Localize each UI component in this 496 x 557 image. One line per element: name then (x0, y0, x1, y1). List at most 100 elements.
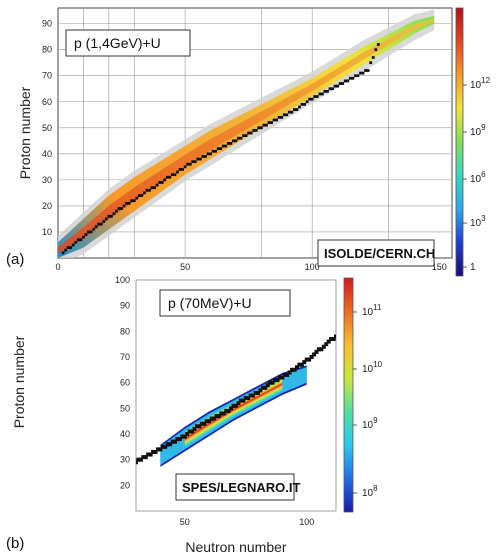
panel-b-stable-point (251, 393, 256, 398)
panel-a-stable-point (153, 186, 156, 190)
panel-a-stable-point (249, 131, 253, 135)
panel-a-stable-point (359, 71, 362, 75)
panel-a-stable-point (254, 128, 258, 132)
panel-a-stable-point (155, 183, 159, 187)
panel-a-stable-point (308, 97, 312, 101)
panel-b-colorbar-tick-label: 1011 (362, 303, 382, 318)
panel-a-stable-point (229, 142, 233, 145)
panel-b-stable-point (143, 455, 148, 460)
panel-a-stable-point (87, 230, 90, 234)
panel-b-stable-point (185, 432, 190, 436)
panel-b-stable-point (136, 460, 138, 465)
panel-a-stable-point (277, 115, 281, 119)
panel-a-y-tick-label: 60 (42, 97, 52, 107)
panel-b-stable-point (285, 372, 290, 377)
panel-a-stable-point (298, 105, 301, 109)
panel-a-stable-point (193, 160, 197, 164)
panel-a-stable-point (89, 230, 93, 234)
panel-a-y-ticks: 10 20 30 40 50 60 70 80 90 (42, 19, 52, 237)
panel-a-stable-point (135, 196, 139, 200)
panel-a-stable-point (331, 87, 334, 91)
panel-a-colorbar-tick-label: 1012 (470, 76, 491, 91)
panel-b-credit: SPES/LEGNARO.IT (182, 480, 301, 495)
panel-a-stable-point (290, 110, 294, 114)
panel-b-label: (b) (6, 535, 24, 552)
panel-b-y-tick-label: 60 (120, 378, 130, 388)
panel-a-stable-point (374, 48, 378, 52)
panel-a-stable-point (191, 160, 195, 164)
panel-b-y-tick-label: 80 (120, 326, 130, 336)
panel-a-stable-point (333, 84, 337, 88)
panel-a-stable-point (181, 168, 184, 171)
panel-a-stable-point (165, 175, 169, 179)
panel-b-stable-point (297, 362, 302, 367)
panel-a-stable-point (280, 115, 284, 119)
panel-a-colorbar-ticks: 1 103 106 109 1012 (463, 76, 491, 273)
panel-b-stable-point (187, 429, 192, 434)
panel-a-stable-point (97, 222, 101, 226)
panel-b-stable-point (316, 347, 321, 352)
panel-a-stable-point (257, 126, 261, 130)
panel-b-stable-point (138, 457, 143, 462)
panel-a-y-tick-label: 10 (42, 227, 52, 237)
panel-a-stable-point (262, 123, 266, 127)
panel-b-y-tick-label: 20 (120, 480, 130, 490)
panel-a-stable-point (71, 243, 75, 247)
panel-a-stable-point (239, 136, 243, 140)
panel-a-stable-point (313, 95, 317, 98)
panel-b-stable-point (294, 365, 299, 370)
panel-b-stable-point (212, 416, 217, 421)
panel-b-stable-point (177, 437, 182, 442)
panel-b-stable-point (204, 419, 209, 424)
panel-b-chart: 50 100 20 30 40 50 60 70 80 90 100 p (70MeV)+U SP… (6, 275, 383, 555)
panel-a-stable-point (69, 246, 73, 249)
panel-b-stable-point (268, 380, 273, 385)
panel-b-stable-point (273, 378, 278, 383)
panel-b-stable-point (219, 411, 224, 416)
panel-a-stable-point (315, 95, 319, 98)
panel-b-stable-point (151, 449, 156, 454)
panel-a-x-tick-label: 100 (305, 262, 320, 272)
panel-b-stable-point (321, 344, 326, 349)
panel-a-stable-point (320, 92, 324, 96)
panel-b-stable-point (234, 403, 238, 408)
panel-b-stable-point (302, 360, 307, 365)
panel-b-stable-point (241, 398, 246, 403)
panel-b-stable-point (270, 380, 275, 385)
panel-b-stable-point (253, 390, 258, 395)
panel-a-stable-point (328, 87, 332, 91)
panel-a-stable-point (371, 56, 375, 59)
panel-a-stable-point (168, 175, 172, 179)
panel-b-stable-point (221, 411, 226, 416)
panel-a-stable-point (285, 113, 289, 117)
panel-a-stable-point (201, 155, 205, 158)
panel-a-colorbar-tick-label: 106 (470, 170, 486, 185)
panel-a-annotation: p (1,4GeV)+U (74, 35, 161, 51)
panel-a-stable-point (188, 162, 192, 166)
panel-b-stable-point (168, 442, 173, 447)
panel-a-stable-point (183, 165, 187, 169)
panel-b-stable-point (207, 419, 212, 424)
panel-a-stable-point (122, 204, 126, 208)
panel-a-stable-point (323, 89, 327, 93)
panel-b-stable-point (248, 393, 253, 398)
panel-a-stable-point (66, 246, 70, 249)
panel-a-chart: 0 50 100 150 10 20 30 40 50 60 70 80 90 p (1,4GeV)+… (6, 7, 491, 277)
panel-a-stable-point (221, 144, 225, 148)
panel-b-stable-point (180, 434, 185, 439)
panel-a-stable-point (293, 108, 296, 111)
panel-b-x-tick-label: 100 (299, 517, 314, 527)
panel-b-colorbar-ticks: 108 109 1010 1011 (353, 303, 383, 499)
panel-a-x-tick-label: 50 (180, 262, 190, 272)
panel-a-y-tick-label: 50 (42, 123, 52, 133)
panel-a-stable-point (64, 248, 68, 252)
panel-b-stable-point (265, 383, 270, 388)
panel-a-colorbar (455, 7, 464, 277)
panel-b-stable-point (307, 357, 312, 362)
panel-a-colorbar-tick-label: 109 (470, 123, 486, 138)
panel-b-y-ticks: 20 30 40 50 60 70 80 90 100 (115, 275, 130, 490)
panel-b-stable-point (280, 375, 285, 380)
panel-a-stable-point (346, 79, 350, 83)
panel-a-stable-point (92, 227, 95, 231)
